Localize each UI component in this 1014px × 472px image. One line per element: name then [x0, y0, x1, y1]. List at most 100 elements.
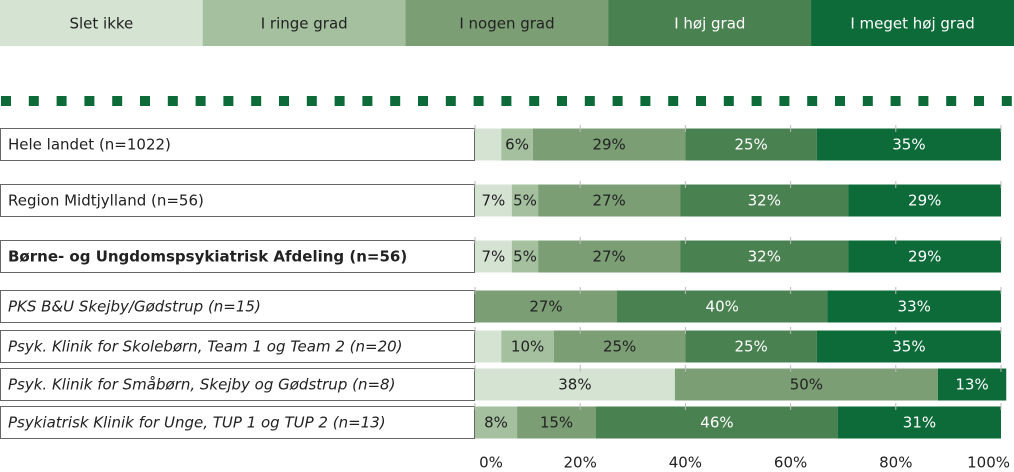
bar-segment — [501, 128, 533, 161]
separator-dot — [668, 96, 679, 106]
legend-swatch — [202, 0, 407, 46]
bar-segment — [501, 330, 554, 363]
bar-segment — [475, 406, 518, 439]
separator-dot — [557, 96, 567, 106]
row-label: Psyk. Klinik for Småbørn, Skejby og Gøds… — [8, 376, 395, 394]
bar-segment — [816, 330, 1001, 363]
value-label: 29% — [908, 192, 941, 210]
legend-label: I ringe grad — [261, 15, 348, 33]
separator-dot — [473, 96, 484, 106]
value-label: 29% — [908, 248, 941, 266]
legend-label: I meget høj grad — [850, 15, 974, 33]
separator-dot — [84, 96, 95, 106]
value-label: 15% — [540, 414, 573, 432]
separator-dot — [1001, 96, 1012, 106]
separator-dot — [612, 96, 623, 106]
x-tick-label: 60% — [774, 454, 807, 472]
separator-dot — [751, 96, 762, 106]
value-label: 8% — [484, 414, 508, 432]
row-label: Region Midtjylland (n=56) — [8, 192, 204, 210]
legend-swatch — [608, 0, 812, 46]
bar-segment — [937, 368, 1007, 401]
value-label: 10% — [511, 338, 544, 356]
bar-segment — [475, 330, 502, 363]
separator-dot — [251, 96, 262, 106]
separator-dot — [223, 96, 234, 106]
value-label: 27% — [529, 298, 562, 316]
value-label: 38% — [558, 376, 591, 394]
bar-segment — [475, 240, 512, 273]
separator-dot — [418, 96, 428, 106]
separator-dot — [1, 96, 11, 106]
bar-segment — [475, 128, 502, 161]
separator-dot — [334, 96, 345, 106]
bar-segment — [680, 240, 849, 273]
bar-segment — [827, 290, 1001, 323]
value-label: 13% — [955, 376, 988, 394]
x-tick-label: 80% — [879, 454, 912, 472]
bar-segment — [475, 184, 512, 217]
row-label-box — [0, 240, 475, 273]
separator-dot — [584, 96, 595, 106]
bar-segment — [511, 240, 539, 273]
bar-segment — [680, 184, 849, 217]
bar-segment — [685, 128, 817, 161]
x-tick-label: 20% — [564, 454, 597, 472]
legend-label: I høj grad — [674, 15, 745, 33]
value-label: 5% — [513, 248, 537, 266]
bar-segment — [538, 240, 681, 273]
bar-segment — [538, 184, 681, 217]
separator-dot — [779, 96, 790, 106]
separator-dot — [140, 96, 150, 106]
legend-label: Slet ikke — [69, 15, 133, 33]
row-label: Psykiatrisk Klinik for Unge, TUP 1 og TU… — [8, 414, 386, 432]
separator-dot — [918, 96, 929, 106]
value-label: 46% — [700, 414, 733, 432]
bar-segment — [848, 184, 1001, 217]
x-tick-label: 100% — [967, 454, 1010, 472]
separator-dot — [445, 96, 456, 106]
separator-dot — [835, 96, 845, 106]
separator-dot — [807, 96, 818, 106]
separator-dot — [696, 96, 706, 106]
legend-label: I nogen grad — [459, 15, 554, 33]
bar-segment — [674, 368, 938, 401]
row-label: Hele landet (n=1022) — [8, 136, 171, 154]
value-label: 6% — [505, 136, 529, 154]
value-label: 32% — [748, 248, 781, 266]
value-label: 27% — [592, 192, 625, 210]
separator-dot — [890, 96, 901, 106]
separator-dot — [306, 96, 317, 106]
separator-dot — [167, 96, 178, 106]
value-label: 27% — [592, 248, 625, 266]
value-label: 25% — [734, 338, 767, 356]
row-label: PKS B&U Skejby/Gødstrup (n=15) — [8, 298, 261, 316]
legend-swatch — [405, 0, 609, 46]
row-label-box — [0, 184, 475, 217]
separator-dot — [195, 96, 206, 106]
value-label: 5% — [513, 192, 537, 210]
value-label: 7% — [482, 192, 506, 210]
bar-segment — [837, 406, 1001, 439]
bar-segment — [475, 290, 618, 323]
separator-dot — [974, 96, 984, 106]
row-label-box — [0, 290, 475, 323]
separator-dot — [28, 96, 39, 106]
bar-segment — [517, 406, 596, 439]
value-label: 50% — [790, 376, 823, 394]
row-label-box — [0, 128, 475, 161]
bar-segment — [532, 128, 686, 161]
value-label: 25% — [734, 136, 767, 154]
separator-dot — [501, 96, 512, 106]
value-label: 25% — [603, 338, 636, 356]
bar-segment — [595, 406, 838, 439]
separator-dot — [723, 96, 734, 106]
row-label: Psyk. Klinik for Skolebørn, Team 1 og Te… — [8, 338, 403, 356]
value-label: 32% — [748, 192, 781, 210]
value-label: 29% — [592, 136, 625, 154]
row-label-box — [0, 368, 475, 401]
bar-segment — [617, 290, 828, 323]
separator-dot — [279, 96, 289, 106]
separator-dot — [112, 96, 123, 106]
